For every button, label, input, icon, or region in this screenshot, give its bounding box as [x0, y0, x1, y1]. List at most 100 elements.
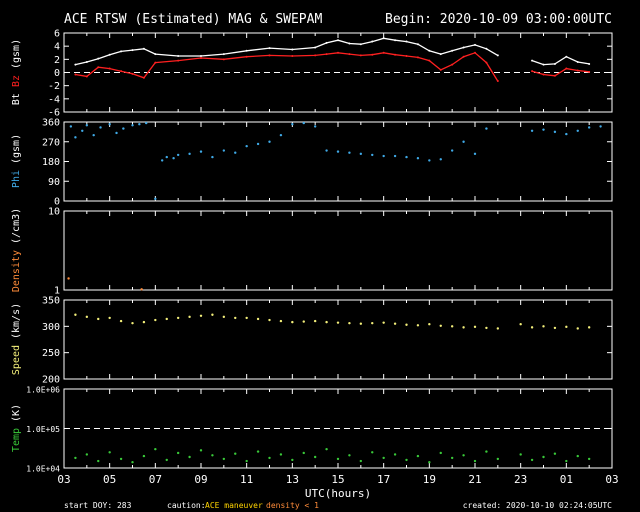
phi-point [393, 154, 397, 158]
bz-point [553, 74, 556, 77]
x-tick-label: 19 [423, 473, 436, 486]
speed-point [222, 315, 226, 319]
bz-point [200, 57, 202, 60]
temp-point [108, 451, 111, 454]
temp-point [393, 453, 397, 456]
bt-point [142, 47, 145, 50]
phi-point [439, 158, 442, 161]
temp-point [416, 454, 420, 458]
phi-point [428, 159, 431, 162]
phi-point [565, 132, 568, 136]
mag-ylabel: Bt Bz (gsm) [11, 39, 22, 105]
phi-ytick-label: 270 [42, 137, 60, 148]
x-tick-label: 05 [103, 473, 116, 486]
temp-ylabel: Temp (K) [11, 404, 22, 452]
data-series [67, 37, 602, 464]
phi-point [462, 140, 465, 143]
speed-point [154, 318, 157, 322]
speed-point [348, 321, 351, 325]
bt-point [496, 54, 499, 57]
bt-point [337, 39, 339, 42]
speed-point [234, 316, 237, 320]
phi-ytick-label: 360 [42, 118, 60, 129]
speed-point [211, 313, 214, 316]
bt-point [405, 40, 408, 43]
temp-ylabel-unit: (K) [11, 404, 22, 422]
phi-point [576, 129, 579, 132]
temp-point [222, 457, 226, 461]
speed-point [131, 321, 134, 325]
temp-point [302, 451, 305, 455]
x-tick-label: 03 [57, 473, 70, 486]
x-tick-label: 17 [377, 473, 390, 486]
phi-point [160, 159, 164, 162]
speed-point [336, 321, 340, 324]
phi-point [234, 151, 237, 154]
bt-point [314, 46, 317, 49]
caution-density: density < 1 [266, 501, 319, 510]
bz-point [74, 73, 77, 76]
bz-point [131, 72, 134, 75]
speed-point [565, 325, 568, 329]
temp-point [142, 454, 146, 458]
bz-point [576, 69, 579, 72]
phi-point [336, 150, 340, 153]
bz-point [542, 73, 545, 76]
bz-point [268, 54, 271, 57]
phi-point [99, 126, 102, 129]
phi-point [245, 144, 248, 148]
phi-point [165, 155, 168, 159]
bt-point [542, 63, 545, 66]
bt-point [291, 48, 294, 51]
x-tick-label: 03 [605, 473, 618, 486]
caution-maneuver: ACE maneuver [205, 501, 263, 510]
bz-point [245, 55, 248, 58]
speed-point [485, 326, 488, 330]
temp-point [348, 454, 351, 457]
speed-point [359, 322, 363, 325]
temp-point [496, 457, 500, 461]
bt-point [108, 53, 111, 56]
bt-point [565, 55, 568, 58]
temp-ytick-label: 1.0E+05 [26, 425, 60, 434]
speed-point [268, 318, 271, 322]
speed-point [416, 324, 420, 327]
density-point [67, 277, 70, 280]
bz-point [154, 61, 157, 64]
speed-point [176, 316, 180, 320]
bz-point [222, 58, 225, 61]
temp-point [542, 455, 545, 459]
phi-point [587, 126, 591, 129]
phi-point [256, 142, 260, 146]
speed-point [542, 325, 545, 328]
speed-point [576, 327, 579, 330]
bt-point [200, 55, 202, 58]
start-doy: start DOY: 283 [64, 501, 132, 510]
speed-point [74, 313, 77, 316]
phi-point [211, 155, 214, 159]
temp-point [382, 456, 385, 460]
density-ytick-label: 10 [48, 207, 60, 218]
bt-point [85, 60, 88, 63]
x-tick-label: 15 [331, 473, 344, 486]
bz-point [120, 70, 123, 73]
bz-point [359, 54, 362, 57]
bz-point [474, 51, 476, 54]
bz-point [394, 53, 397, 56]
mag-ytick-label: -4 [48, 94, 60, 105]
phi-ylabel: Phi (gsm) [11, 134, 22, 188]
speed-point [473, 325, 477, 329]
bz-point [108, 67, 111, 70]
temp-point [176, 451, 180, 455]
phi-ylabel-unit: (gsm) [11, 134, 22, 164]
temp-point [291, 458, 294, 462]
bt-point [474, 43, 476, 46]
speed-point [97, 317, 100, 321]
bz-point [439, 68, 442, 71]
speed-point [119, 319, 123, 323]
x-tick-label: 13 [286, 473, 299, 486]
temp-point [234, 452, 237, 455]
phi-point [371, 153, 374, 157]
speed-point [553, 326, 557, 330]
speed-point [382, 321, 385, 324]
